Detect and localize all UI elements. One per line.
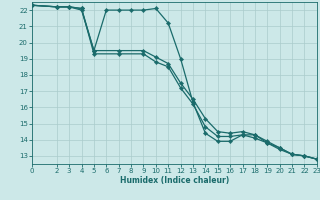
X-axis label: Humidex (Indice chaleur): Humidex (Indice chaleur) <box>120 176 229 185</box>
